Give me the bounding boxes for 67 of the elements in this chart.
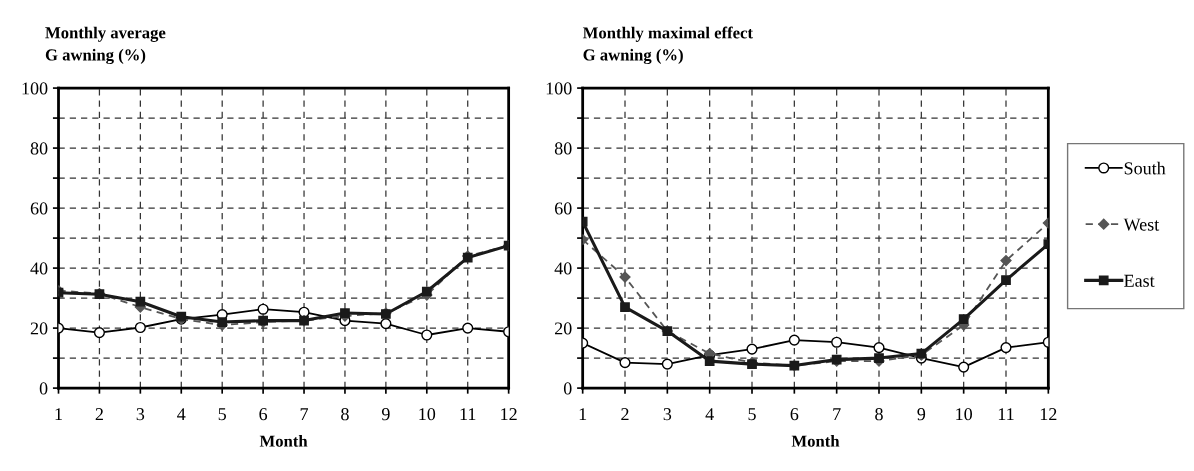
x-tick-label: 1 bbox=[55, 408, 62, 421]
y-tick-label: 100 bbox=[546, 82, 572, 95]
x-tick-label: 9 bbox=[381, 408, 390, 421]
y-tick-label: 80 bbox=[554, 142, 572, 155]
x-tick-label: 12 bbox=[1040, 408, 1057, 421]
point bbox=[746, 343, 758, 355]
x-tick-label: 6 bbox=[790, 408, 799, 421]
chart-title: Monthly maximal effect G awning (%) bbox=[582, 26, 753, 65]
y-tick-label: 0 bbox=[563, 382, 572, 395]
x-tick-label: 8 bbox=[875, 408, 883, 421]
x-tick-label: 6 bbox=[259, 408, 268, 421]
point bbox=[1001, 275, 1011, 285]
y-tick-label: 100 bbox=[22, 82, 48, 95]
point bbox=[462, 322, 474, 334]
x-tick-label: 4 bbox=[177, 408, 186, 421]
x-tick-label: 5 bbox=[218, 408, 226, 421]
x-axis-title: Month bbox=[791, 435, 840, 447]
point bbox=[661, 358, 673, 370]
x-tick-label: 1 bbox=[579, 408, 587, 421]
x-tick-label: 11 bbox=[998, 408, 1014, 421]
point bbox=[421, 286, 432, 297]
x-tick-label: 9 bbox=[917, 408, 926, 421]
point bbox=[1000, 342, 1012, 354]
x-tick-label: 4 bbox=[705, 408, 714, 421]
point bbox=[704, 356, 715, 366]
point bbox=[620, 302, 630, 312]
x-tick-label: 2 bbox=[621, 408, 629, 421]
y-tick-label: 80 bbox=[30, 142, 48, 155]
y-tick-label: 40 bbox=[30, 262, 48, 275]
point bbox=[1000, 254, 1012, 267]
point bbox=[873, 342, 885, 354]
point bbox=[380, 318, 392, 330]
x-tick-label: 12 bbox=[501, 408, 517, 421]
point bbox=[421, 329, 433, 341]
x-tick-label: 2 bbox=[95, 408, 103, 421]
point bbox=[217, 317, 228, 327]
point bbox=[134, 321, 146, 334]
x-tick-label: 7 bbox=[833, 408, 841, 421]
y-tick-label: 20 bbox=[30, 322, 48, 335]
y-tick-label: 40 bbox=[554, 262, 572, 275]
y-tick-label: 0 bbox=[39, 382, 48, 395]
point bbox=[831, 336, 843, 348]
point bbox=[958, 314, 969, 324]
x-tick-label: 8 bbox=[341, 408, 349, 421]
point bbox=[135, 296, 146, 307]
x-tick-label: 10 bbox=[419, 408, 436, 421]
y-tick-label: 60 bbox=[554, 202, 572, 215]
x-tick-label: 5 bbox=[748, 408, 756, 421]
x-tick-label: 7 bbox=[300, 408, 309, 421]
point bbox=[619, 357, 631, 369]
y-tick-label: 20 bbox=[554, 322, 572, 335]
x-tick-label: 10 bbox=[956, 408, 973, 421]
chart-title: Monthly average G awning (%) bbox=[45, 26, 166, 65]
x-tick-label: 11 bbox=[460, 408, 476, 421]
y-tick-label: 60 bbox=[30, 202, 48, 215]
point bbox=[788, 334, 800, 346]
point bbox=[958, 361, 970, 373]
x-axis-title: Month bbox=[259, 435, 308, 447]
point bbox=[874, 353, 884, 363]
legend-label: East bbox=[1124, 274, 1155, 287]
point bbox=[257, 303, 269, 315]
legend-label: West bbox=[1123, 218, 1160, 231]
x-tick-label: 3 bbox=[136, 408, 145, 421]
point bbox=[93, 327, 105, 339]
legend-label: South bbox=[1124, 161, 1166, 175]
x-tick-label: 3 bbox=[663, 408, 672, 421]
point bbox=[340, 308, 350, 318]
